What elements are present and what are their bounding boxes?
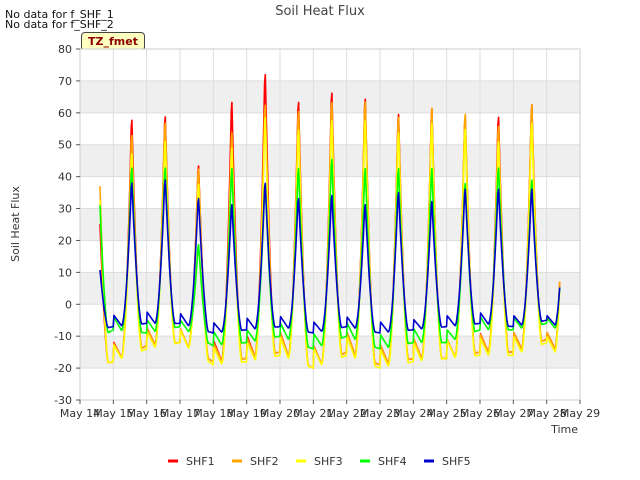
legend-label-shf5: SHF5 <box>442 455 471 468</box>
x-tick-label: May 29 <box>560 407 600 420</box>
y-tick-label: -20 <box>54 362 72 375</box>
y-tick-label: 40 <box>58 171 72 184</box>
x-axis-label: Time <box>550 423 578 436</box>
no-data-note-shf1: No data for f_SHF_1 <box>5 8 114 21</box>
x-tick-label: May 14 <box>60 407 100 420</box>
x-tick-label: May 28 <box>527 407 567 420</box>
legend-label-shf1: SHF1 <box>186 455 215 468</box>
x-tick-label: May 21 <box>293 407 333 420</box>
x-tick-label: May 25 <box>427 407 467 420</box>
x-tick-label: May 22 <box>327 407 367 420</box>
legend-label-shf3: SHF3 <box>314 455 343 468</box>
y-tick-label: 70 <box>58 75 72 88</box>
y-tick-label: 30 <box>58 203 72 216</box>
plot-band <box>80 272 580 305</box>
x-tick-label: May 24 <box>393 407 433 420</box>
y-tick-label: 20 <box>58 234 72 247</box>
series-line-shf4 <box>99 158 561 350</box>
x-tick-label: May 15 <box>93 407 133 420</box>
x-tick-label: May 17 <box>160 407 200 420</box>
y-tick-label: 50 <box>58 139 72 152</box>
y-tick-label: -30 <box>54 394 72 407</box>
x-tick-label: May 26 <box>460 407 500 420</box>
x-tick-label: May 19 <box>227 407 267 420</box>
y-tick-label: 60 <box>58 107 72 120</box>
plot-band <box>80 336 580 369</box>
series-line-shf5 <box>99 179 561 334</box>
y-tick-label: -10 <box>54 330 72 343</box>
plot-frame <box>79 48 581 401</box>
x-tick-label: May 20 <box>260 407 300 420</box>
timezone-label: TZ_fmet <box>81 32 145 51</box>
legend-label-shf2: SHF2 <box>250 455 279 468</box>
plot-band <box>80 80 580 113</box>
y-tick-label: 80 <box>58 43 72 56</box>
y-tick-label: 10 <box>58 266 72 279</box>
y-axis-label: Soil Heat Flux <box>9 186 22 262</box>
chart-title: Soil Heat Flux <box>275 4 365 19</box>
x-tick-label: May 18 <box>193 407 233 420</box>
no-data-note-shf2: No data for f_SHF_2 <box>5 18 114 31</box>
x-tick-label: May 16 <box>127 407 167 420</box>
x-tick-label: May 27 <box>493 407 533 420</box>
legend-label-shf4: SHF4 <box>378 455 407 468</box>
x-tick-label: May 23 <box>360 407 400 420</box>
y-tick-label: 0 <box>65 298 72 311</box>
